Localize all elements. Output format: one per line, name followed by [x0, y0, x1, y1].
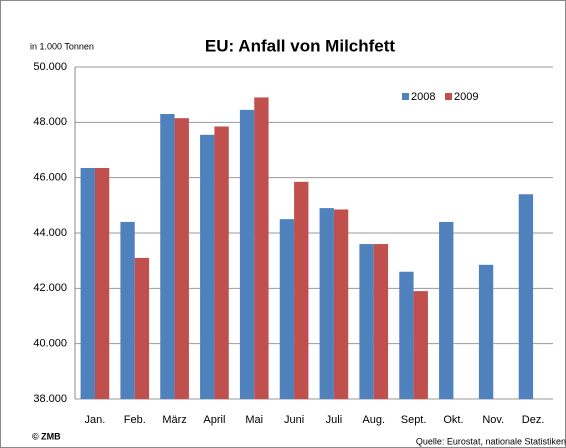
x-tick-label: Jan. [85, 414, 106, 426]
bar [319, 208, 334, 399]
unit-label: in 1.000 Tonnen [30, 41, 94, 51]
y-tick-label: 44.000 [33, 227, 67, 239]
bar [200, 134, 215, 400]
y-tick-label: 38.000 [33, 393, 67, 405]
x-tick-label: Dez. [522, 414, 545, 426]
bar [413, 291, 428, 399]
bar [294, 181, 309, 399]
bar [214, 126, 229, 399]
legend-label: 2008 [411, 91, 435, 103]
y-tick-label: 48.000 [33, 116, 67, 128]
source: Quelle: Eurostat, nationale Statistiken [416, 436, 566, 446]
bar [134, 257, 150, 399]
bar [518, 194, 534, 399]
x-tick-label: Feb. [124, 414, 146, 426]
bar [174, 118, 189, 399]
bar [359, 244, 374, 399]
bar [94, 167, 110, 399]
bar [439, 221, 454, 399]
x-tick-label: Aug. [362, 414, 385, 426]
x-tick-label: April [203, 414, 225, 426]
y-tick-label: 50.000 [33, 61, 67, 73]
bar [239, 109, 255, 399]
y-tick-label: 40.000 [33, 338, 67, 350]
legend-label: 2009 [454, 91, 478, 103]
x-tick-label: Juli [326, 414, 343, 426]
bar [80, 167, 95, 399]
y-tick-label: 46.000 [33, 172, 67, 184]
x-tick-label: Nov. [482, 414, 504, 426]
x-tick-label: Sept. [401, 414, 427, 426]
x-tick-label: Juni [284, 414, 304, 426]
bar [279, 219, 295, 399]
bar [399, 271, 414, 399]
y-tick-label: 42.000 [33, 282, 67, 294]
bar [160, 114, 175, 400]
credit: © ZMB [32, 431, 61, 441]
chart-title: EU: Anfall von Milchfett [205, 36, 395, 55]
legend-swatch [402, 93, 409, 100]
bar [333, 209, 349, 399]
x-tick-label: Mai [245, 414, 263, 426]
bar [373, 244, 389, 399]
bar [120, 221, 135, 399]
x-tick-label: Okt. [443, 414, 463, 426]
x-tick-label: März [162, 414, 186, 426]
bar [254, 97, 269, 399]
legend-swatch [445, 93, 452, 100]
bar [478, 264, 494, 399]
